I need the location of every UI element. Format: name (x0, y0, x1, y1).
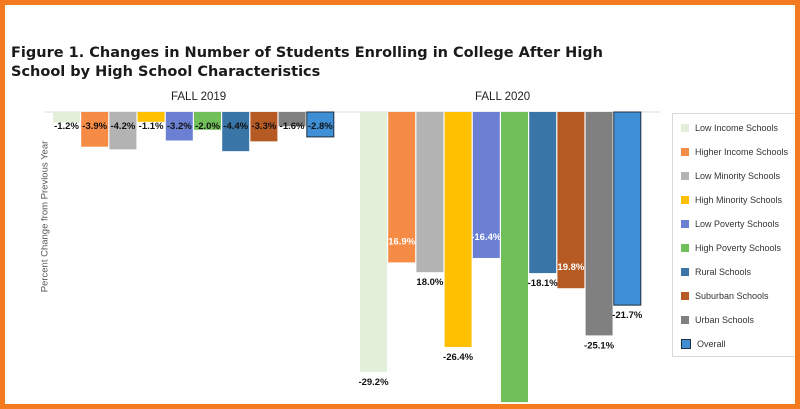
data-label-fall-2020-overall: -21.7% (612, 310, 643, 321)
legend-swatch-higher-income-schools (681, 148, 689, 156)
legend-item-overall: Overall (681, 334, 726, 354)
legend-swatch-rural-schools (681, 268, 689, 276)
data-label-fall-2020-low-minority-schools: 18.0% (416, 277, 443, 288)
legend-item-urban-schools: Urban Schools (681, 310, 754, 330)
bar-fall-2019-rural-schools (222, 112, 250, 152)
plot-area: -1.2% -3.9% -4.2% -1.1% -3.2% -2.0% -4.4% -3.3%… (45, 111, 660, 403)
data-label-fall-2019-high-minority-schools: -1.1% (139, 121, 164, 132)
legend-swatch-high-minority-schools (681, 196, 689, 204)
chart-title: Figure 1. Changes in Number of Students … (11, 45, 603, 80)
legend-swatch-urban-schools (681, 316, 689, 324)
data-label-fall-2020-suburban-schools: 19.8% (557, 262, 584, 273)
bar-fall-2020-higher-income-schools (388, 112, 416, 263)
data-label-fall-2019-overall: -2.8% (308, 121, 333, 132)
data-label-fall-2019-urban-schools: -1.6% (280, 121, 305, 132)
legend-item-low-minority-schools: Low Minority Schools (681, 166, 780, 186)
legend-label-high-poverty-schools: High Poverty Schools (695, 243, 782, 253)
legend: Low Income Schools Higher Income Schools L… (672, 113, 795, 357)
bar-fall-2020-overall (613, 111, 642, 306)
legend-swatch-low-income-schools (681, 124, 689, 132)
bar-fall-2019-high-minority-schools (137, 112, 165, 122)
bar-fall-2020-rural-schools (529, 112, 557, 274)
legend-item-low-poverty-schools: Low Poverty Schools (681, 214, 779, 234)
bar-fall-2020-suburban-schools (557, 112, 585, 289)
data-label-fall-2019-rural-schools: -4.4% (223, 121, 248, 132)
legend-label-higher-income-schools: Higher Income Schools (695, 147, 789, 157)
legend-label-urban-schools: Urban Schools (695, 315, 755, 325)
data-label-fall-2020-low-income-schools: -29.2% (358, 377, 389, 388)
legend-item-high-poverty-schools: High Poverty Schools (681, 238, 781, 258)
data-label-fall-2019-low-minority-schools: -4.2% (110, 121, 135, 132)
bar-fall-2020-low-poverty-schools (472, 112, 500, 258)
data-label-fall-2020-urban-schools: -25.1% (584, 340, 615, 351)
bar-fall-2019-suburban-schools (250, 112, 278, 142)
legend-item-higher-income-schools: Higher Income Schools (681, 142, 788, 162)
bar-fall-2020-low-minority-schools (416, 112, 444, 273)
group-label-fall-2019: FALL 2019 (171, 91, 227, 103)
data-label-fall-2019-higher-income-schools: -3.9% (82, 121, 107, 132)
bar-fall-2019-low-minority-schools (109, 112, 137, 150)
legend-label-overall: Overall (697, 339, 726, 349)
legend-swatch-low-minority-schools (681, 172, 689, 180)
bar-fall-2020-high-minority-schools (444, 112, 472, 347)
data-label-fall-2019-low-income-schools: -1.2% (54, 121, 79, 132)
bar-fall-2019-low-income-schools (53, 112, 80, 123)
group-label-fall-2020: FALL 2020 (475, 91, 531, 103)
legend-item-rural-schools: Rural Schools (681, 262, 751, 282)
data-label-fall-2020-low-poverty-schools: -16.4% (471, 232, 502, 243)
data-label-fall-2020-high-minority-schools: -26.4% (443, 352, 474, 363)
legend-item-suburban-schools: Suburban Schools (681, 286, 769, 306)
bar-fall-2019-urban-schools (278, 112, 306, 127)
data-label-fall-2020-rural-schools: -18.1% (528, 278, 559, 289)
legend-label-rural-schools: Rural Schools (695, 267, 752, 277)
legend-label-low-minority-schools: Low Minority Schools (695, 171, 781, 181)
bar-fall-2020-low-income-schools (360, 112, 387, 372)
legend-item-high-minority-schools: High Minority Schools (681, 190, 782, 210)
data-label-fall-2019-high-poverty-schools: -2.0% (195, 121, 220, 132)
bar-fall-2019-high-poverty-schools (194, 112, 221, 130)
legend-item-low-income-schools: Low Income Schools (681, 118, 778, 138)
data-label-fall-2020-higher-income-schools: 16.9% (388, 236, 415, 247)
legend-label-high-minority-schools: High Minority Schools (695, 195, 783, 205)
bar-fall-2019-overall (306, 111, 335, 138)
bar-fall-2020-urban-schools (585, 112, 613, 336)
legend-swatch-high-poverty-schools (681, 244, 689, 252)
bar-fall-2019-low-poverty-schools (165, 112, 193, 141)
bar-fall-2020-high-poverty-schools (501, 112, 528, 403)
legend-swatch-suburban-schools (681, 292, 689, 300)
legend-label-low-income-schools: Low Income Schools (695, 123, 779, 133)
data-label-fall-2019-low-poverty-schools: -3.2% (167, 121, 192, 132)
data-label-fall-2019-suburban-schools: -3.3% (251, 121, 276, 132)
legend-swatch-low-poverty-schools (681, 220, 689, 228)
legend-swatch-overall (681, 339, 691, 349)
legend-label-suburban-schools: Suburban Schools (695, 291, 769, 301)
legend-label-low-poverty-schools: Low Poverty Schools (695, 219, 780, 229)
bar-fall-2019-higher-income-schools (81, 112, 109, 147)
